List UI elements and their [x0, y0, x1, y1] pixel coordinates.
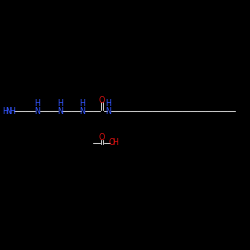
Text: H: H: [9, 107, 15, 116]
Text: H: H: [34, 99, 40, 108]
Text: N: N: [34, 107, 40, 116]
Text: N: N: [6, 107, 12, 116]
Text: N: N: [80, 107, 86, 116]
Text: O: O: [99, 96, 105, 105]
Text: H: H: [57, 99, 63, 108]
Text: H: H: [106, 99, 112, 108]
Text: N: N: [106, 107, 112, 116]
Text: O: O: [99, 133, 105, 142]
Text: H: H: [112, 138, 118, 147]
Text: O: O: [108, 138, 114, 147]
Text: H: H: [2, 107, 8, 116]
Text: N: N: [57, 107, 63, 116]
Text: H: H: [80, 99, 86, 108]
